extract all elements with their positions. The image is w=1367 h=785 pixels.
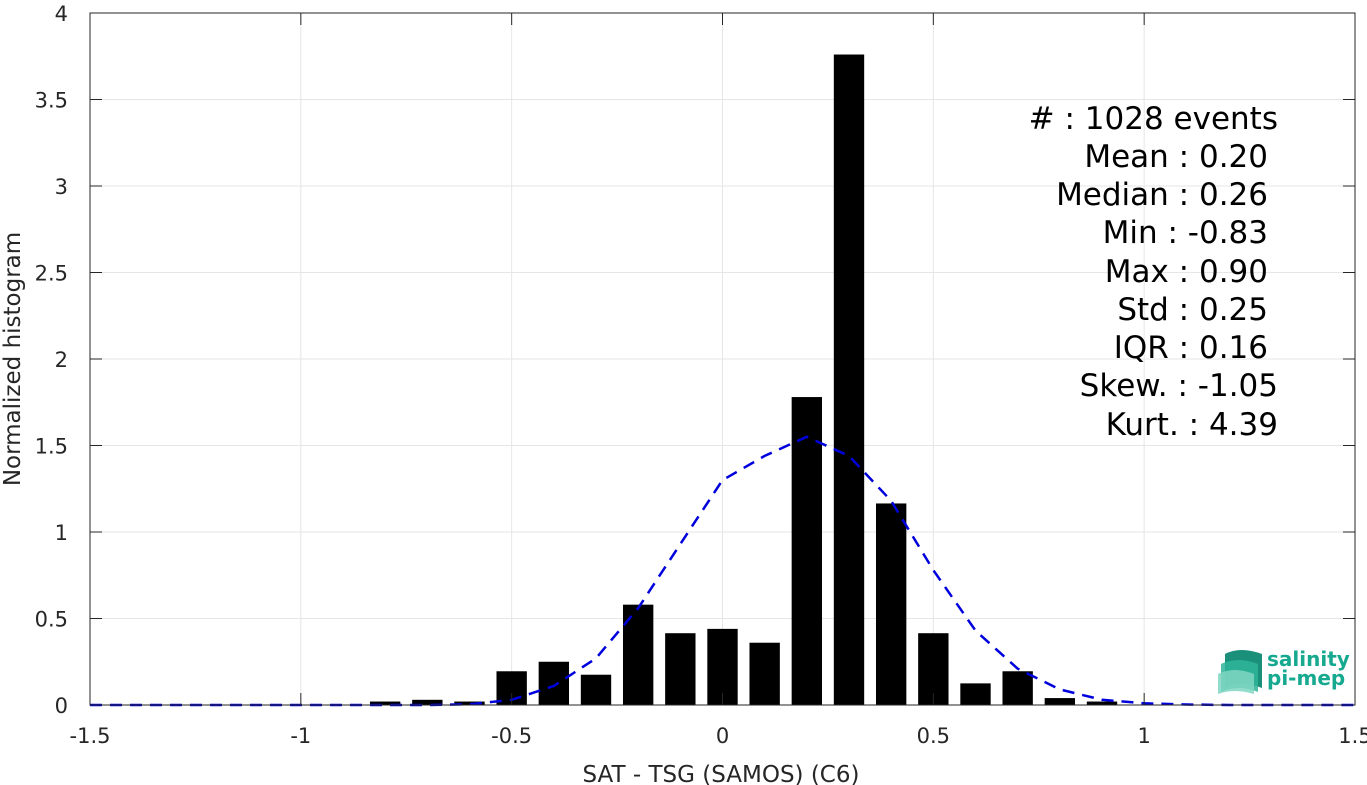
histogram-bar [538, 661, 570, 705]
y-tick-label: 1.5 [35, 435, 68, 459]
histogram-bar [707, 628, 738, 705]
x-tick-label: -1 [290, 724, 311, 748]
y-axis-label: Normalized histogram [0, 232, 26, 486]
y-tick-label: 0 [55, 694, 68, 718]
stat-events: # : 1028 events [1029, 101, 1278, 137]
stats-box: # : 1028 events Mean : 0.20 Median : 0.2… [1029, 101, 1278, 443]
histogram-bar [369, 701, 401, 705]
stat-max: Max : 0.90 [1105, 254, 1268, 290]
y-tick-label: 3 [55, 175, 68, 199]
histogram-bar [1086, 701, 1118, 705]
histogram-bar [960, 683, 991, 705]
logo-wave-icon [1218, 650, 1262, 694]
logo-text-line1: salinity [1267, 647, 1350, 671]
grid [89, 12, 1356, 706]
x-tick-label: 1.5 [1338, 724, 1367, 748]
y-tick-label: 2 [55, 348, 68, 372]
stat-std: Std : 0.25 [1117, 292, 1268, 328]
y-tick-label: 4 [55, 2, 68, 26]
tick-labels: -1.5 -1 -0.5 0 0.5 1 1.5 0 0.5 1 1.5 2 2.5 3 3.5 4 [35, 2, 1367, 748]
histogram-bar [749, 642, 780, 705]
y-tick-label: 0.5 [35, 608, 68, 632]
stat-skew: Skew. : -1.05 [1080, 368, 1278, 404]
histogram-bar [412, 699, 443, 705]
x-tick-label: 1 [1137, 724, 1150, 748]
histogram-bar [454, 701, 485, 705]
logo-text-line2: pi-mep [1267, 666, 1345, 690]
y-tick-label: 2.5 [35, 262, 68, 286]
histogram-bar [833, 54, 865, 705]
x-tick-label: -0.5 [491, 724, 532, 748]
stat-kurt: Kurt. : 4.39 [1106, 407, 1278, 443]
histogram-bar [875, 503, 907, 705]
stat-iqr: IQR : 0.16 [1114, 330, 1268, 366]
stat-min: Min : -0.83 [1103, 215, 1268, 251]
x-tick-label: 0 [716, 724, 729, 748]
bars [369, 54, 1118, 705]
stat-mean: Mean : 0.20 [1084, 139, 1268, 175]
histogram-bar [665, 633, 696, 705]
histogram-bar [1002, 671, 1033, 705]
x-tick-label: 0.5 [917, 724, 950, 748]
histogram-bar [580, 674, 612, 705]
stat-median: Median : 0.26 [1056, 177, 1268, 213]
x-tick-label: -1.5 [70, 724, 111, 748]
axes [89, 12, 1356, 706]
y-tick-label: 1 [55, 521, 68, 545]
x-axis-label: SAT - TSG (SAMOS) (C6) [583, 762, 860, 785]
y-tick-label: 3.5 [35, 89, 68, 113]
salinity-pi-mep-logo: salinity pi-mep [1218, 647, 1350, 694]
histogram-bar [1044, 698, 1076, 705]
histogram-bar [791, 397, 823, 705]
